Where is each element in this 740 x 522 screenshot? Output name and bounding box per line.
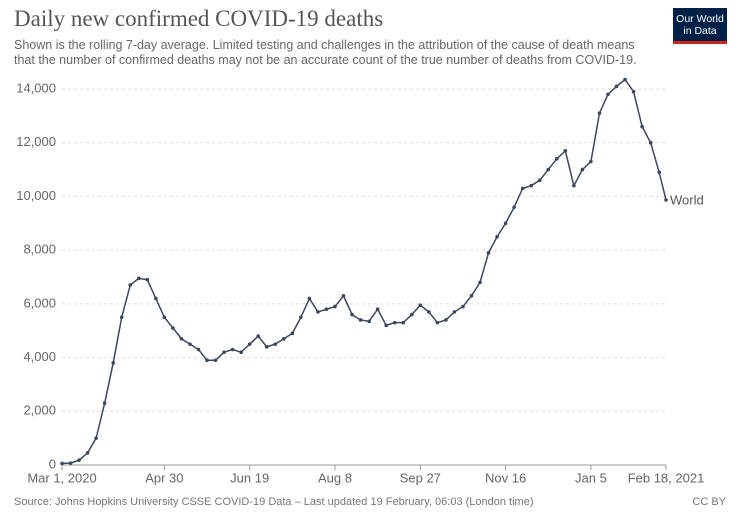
point [154,296,158,301]
point [94,436,98,440]
point [264,345,269,349]
chart-subtitle: Shown is the rolling 7-day average. Limi… [14,38,637,67]
x-tick-label: Jun 19 [230,470,269,485]
point [341,294,346,298]
point [392,320,397,325]
point [282,336,286,341]
point [239,350,243,355]
point [375,307,380,312]
point [256,334,261,338]
y-tick-label: 0 [49,456,56,471]
point [230,347,235,352]
y-tick-label: 8,000 [23,242,56,257]
license[interactable]: CC BY [692,496,726,508]
point [213,358,218,363]
point [367,319,371,324]
point [324,307,329,312]
chart-title: Daily new confirmed COVID-19 deaths [14,6,384,31]
point [128,283,133,287]
point [409,312,414,317]
point [444,318,448,322]
point [111,361,115,365]
point [299,315,303,320]
point [452,310,457,314]
y-tick-label: 6,000 [23,295,56,310]
x-tick-label: Aug 8 [318,470,352,485]
y-tick-label: 12,000 [16,134,56,149]
point [614,84,619,89]
point [631,89,636,94]
point [188,342,192,346]
point [657,170,661,175]
y-tick-label: 10,000 [16,188,56,203]
line [61,78,667,465]
x-tick-label: Mar 1, 2020 [27,470,96,485]
point [85,451,90,455]
x-tick-label: Apr 30 [145,470,183,485]
point [68,461,73,465]
point [427,310,431,314]
point [580,167,585,172]
point [563,148,568,153]
y-tick-label: 2,000 [23,403,56,418]
source[interactable]: Source: Johns Hopkins University CSSE CO… [14,496,534,508]
point [435,320,440,325]
y-tick-label: 4,000 [23,349,56,364]
x-tick-label: Jan 5 [575,470,607,485]
point [606,92,610,97]
logo[interactable]: Our World in Data [673,8,727,44]
x-tick-label: Nov 16 [485,470,526,485]
point [418,303,423,308]
series-label: World [670,192,704,207]
point [358,318,363,322]
point [77,458,81,462]
point [486,251,491,255]
point [273,342,278,346]
point [401,320,406,325]
point [162,315,167,320]
point [503,221,508,226]
point [520,186,525,191]
point [623,77,627,82]
point [222,350,226,355]
point [537,178,542,183]
point [648,140,653,145]
point [589,159,593,164]
point [119,315,124,320]
point [469,294,474,298]
point [290,331,295,336]
point [307,296,312,301]
y-tick-label: 14,000 [16,80,56,95]
point [60,461,64,466]
point [495,234,499,239]
point [102,401,107,406]
point [171,326,175,330]
point [572,183,576,188]
point [640,124,644,129]
point [136,276,141,281]
point [384,323,388,328]
point [179,336,184,341]
point [664,198,668,202]
point [196,347,201,352]
point [247,342,252,346]
point [350,312,354,317]
point [205,358,209,363]
point [478,280,482,285]
point [333,304,337,309]
point [461,304,465,309]
x-tick-label: Sep 27 [400,470,441,485]
x-tick-label: Feb 18, 2021 [628,470,705,485]
point [529,183,534,188]
point [597,111,602,115]
point [316,310,320,314]
point [145,277,150,282]
point [555,157,559,161]
point [546,167,551,172]
point [512,205,516,209]
